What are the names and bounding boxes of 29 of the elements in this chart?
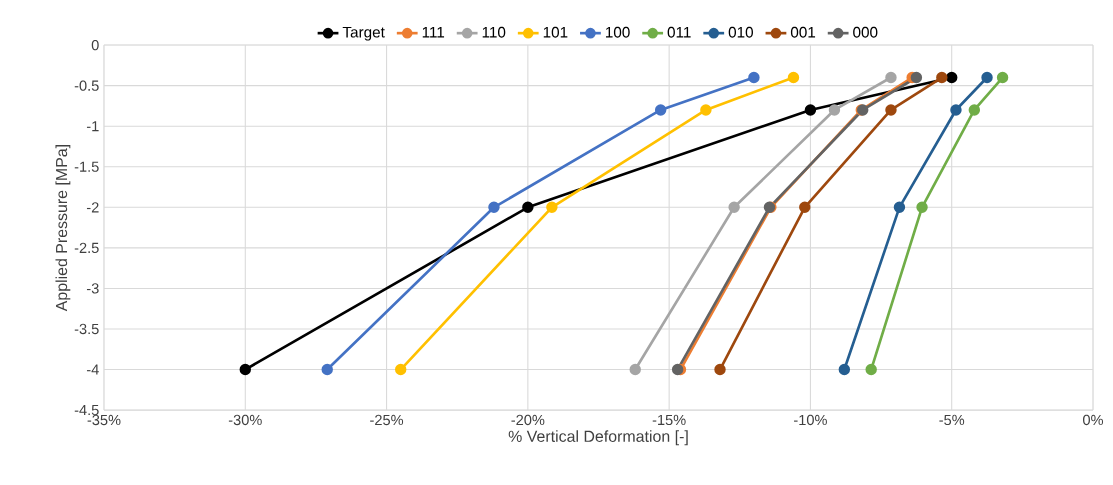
x-tick-label: -15% <box>652 414 686 426</box>
legend-label: 010 <box>728 26 753 38</box>
y-tick-label: -2 <box>86 202 99 213</box>
x-tick-label: -5% <box>939 414 965 426</box>
legend-label: 110 <box>482 26 506 38</box>
legend-label: 001 <box>790 26 816 38</box>
legend-label: 101 <box>543 26 568 38</box>
y-tick-label: -1 <box>86 121 99 132</box>
y-tick-label: -1.5 <box>74 161 99 172</box>
x-tick-label: -10% <box>794 414 827 426</box>
legend-label: 100 <box>605 26 630 38</box>
x-tick-label: -30% <box>228 414 262 426</box>
y-tick-label: -3 <box>86 283 99 294</box>
legend-label: Target <box>342 26 385 41</box>
legend-label: 111 <box>422 26 445 38</box>
legend-label: 000 <box>853 26 878 38</box>
y-tick-label: -2.5 <box>74 242 99 254</box>
y-tick-label: -4 <box>86 364 99 375</box>
y-axis-title: Applied Pressure [MPa] <box>55 145 71 312</box>
x-tick-label: -20% <box>511 414 545 426</box>
x-tick-label: 0% <box>1083 414 1104 426</box>
x-tick-label: -35% <box>87 414 121 426</box>
x-tick-label: -25% <box>370 414 404 426</box>
y-tick-label: -0.5 <box>74 80 99 91</box>
y-tick-label: -4.5 <box>74 405 99 416</box>
y-tick-label: 0 <box>91 39 99 51</box>
y-tick-label: -3.5 <box>74 323 99 335</box>
legend-label: 011 <box>667 26 691 38</box>
x-axis-title: % Vertical Deformation [-] <box>508 430 688 446</box>
